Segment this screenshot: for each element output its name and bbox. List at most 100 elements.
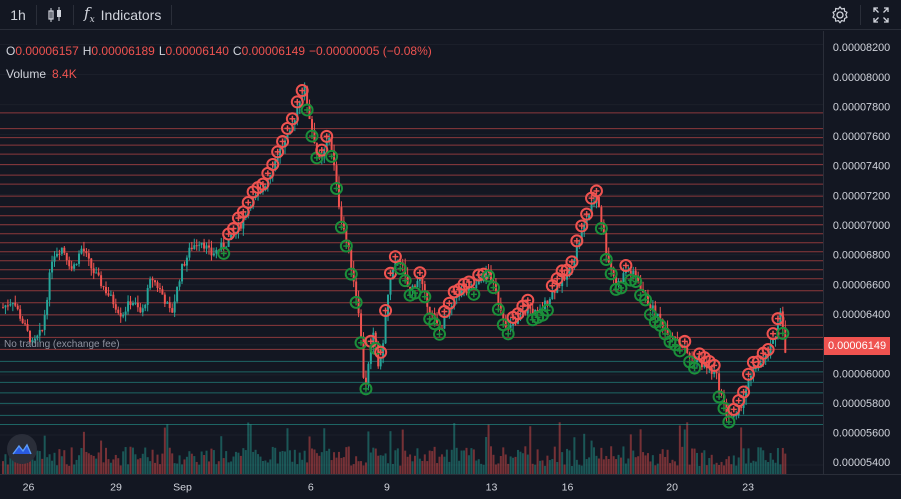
candle-body	[190, 247, 193, 249]
candle-body	[686, 347, 689, 353]
price-tick-label: 0.00007200	[833, 190, 890, 202]
candle-body	[553, 291, 556, 293]
fullscreen-button[interactable]	[861, 0, 901, 30]
volume-bar	[26, 461, 29, 474]
volume-bar	[404, 450, 407, 474]
volume-bar	[249, 424, 252, 474]
volume-bar	[436, 463, 439, 474]
candle-body	[713, 371, 716, 374]
candle-body	[465, 290, 468, 294]
volume-bar	[585, 459, 588, 474]
volume-bar	[271, 446, 274, 474]
candle-body	[328, 137, 331, 143]
candle-body	[163, 294, 166, 304]
volume-bar	[644, 455, 647, 474]
buy-fill-marker	[599, 253, 613, 267]
candle-body	[754, 368, 757, 370]
volume-bar	[617, 454, 620, 474]
candle-body	[215, 249, 218, 254]
volume-bar	[109, 462, 112, 474]
volume-bar	[504, 454, 507, 474]
candle-body	[2, 307, 4, 309]
candle-body	[784, 327, 787, 353]
candle-body	[512, 323, 515, 326]
volume-bar	[158, 464, 161, 474]
buy-fill-marker	[722, 415, 736, 429]
order-level-lines	[0, 112, 823, 425]
candle-body	[212, 253, 215, 256]
candle-body	[227, 239, 230, 247]
candle-body	[166, 302, 169, 304]
candle-body	[391, 270, 394, 280]
sell-fill-marker	[276, 134, 290, 148]
volume-bar	[362, 465, 365, 474]
volume-bar	[583, 433, 586, 474]
candle-body	[306, 86, 309, 104]
candle-body	[340, 207, 343, 222]
marker-ring	[688, 361, 702, 375]
marker-ring	[594, 221, 608, 235]
settings-button[interactable]	[820, 0, 860, 30]
sell-fill-marker	[413, 266, 427, 280]
price-axis[interactable]: 0.00008200 0.00008000 0.00007800 0.00007600…	[823, 31, 901, 474]
chart-type-button[interactable]	[37, 0, 73, 30]
marker-ring	[722, 415, 736, 429]
buy-fill-marker	[467, 287, 481, 301]
volume-bar	[619, 457, 622, 474]
marker-ring	[276, 134, 290, 148]
time-tick-label: 29	[110, 481, 122, 493]
volume-bar	[580, 465, 583, 474]
marker-ring	[712, 390, 726, 404]
candle-body	[149, 279, 152, 289]
candle-body	[548, 299, 551, 305]
volume-bar	[323, 428, 326, 474]
marker-ring	[707, 358, 721, 372]
marker-ring	[482, 269, 496, 283]
time-axis[interactable]: 26 29 Sep 6 9 13 16 20 23	[0, 474, 901, 499]
low-value: 0.00006140	[165, 44, 229, 58]
tradingview-logo[interactable]	[7, 434, 37, 464]
volume-bar	[509, 456, 512, 474]
candle-body	[298, 101, 301, 108]
volume-bar	[372, 447, 375, 474]
marker-ring	[575, 219, 589, 233]
volume-bar	[364, 462, 367, 474]
candle-body	[335, 165, 338, 183]
marker-ring	[521, 293, 535, 307]
marker-ring	[580, 207, 594, 221]
volume-bar	[440, 454, 443, 474]
volume-bar	[624, 463, 627, 474]
volume-bar	[70, 447, 73, 474]
volume-bar	[60, 456, 63, 474]
interval-button[interactable]: 1h	[0, 0, 36, 30]
price-chart[interactable]	[0, 31, 823, 474]
marker-ring	[619, 258, 633, 272]
candle-body	[514, 323, 517, 325]
sell-fill-marker	[271, 145, 285, 159]
volume-bar	[269, 459, 272, 474]
sell-fill-marker	[285, 112, 299, 126]
volume-bar	[195, 461, 198, 474]
candle-body	[33, 338, 36, 341]
buy-fill-marker	[482, 269, 496, 283]
volume-bar	[480, 463, 483, 474]
volume-bar	[90, 454, 93, 474]
candle-body	[102, 286, 105, 288]
volume-bar	[2, 461, 4, 474]
sell-fill-marker	[771, 312, 785, 326]
volume-bar	[472, 449, 475, 474]
candle-body	[16, 305, 19, 310]
indicators-button[interactable]: fx Indicators	[74, 0, 171, 30]
buy-fill-marker	[217, 246, 231, 260]
tradingview-logo-icon	[12, 443, 32, 455]
candle-body	[230, 234, 233, 240]
candle-body	[95, 272, 98, 274]
candle-body	[661, 319, 664, 328]
volume-bar	[418, 458, 421, 474]
volume-bar	[649, 461, 652, 474]
candle-body	[718, 373, 721, 391]
buy-fill-marker	[325, 149, 339, 163]
volume-bar	[141, 453, 144, 474]
volume-bar	[718, 464, 721, 474]
volume-bar	[68, 465, 71, 474]
